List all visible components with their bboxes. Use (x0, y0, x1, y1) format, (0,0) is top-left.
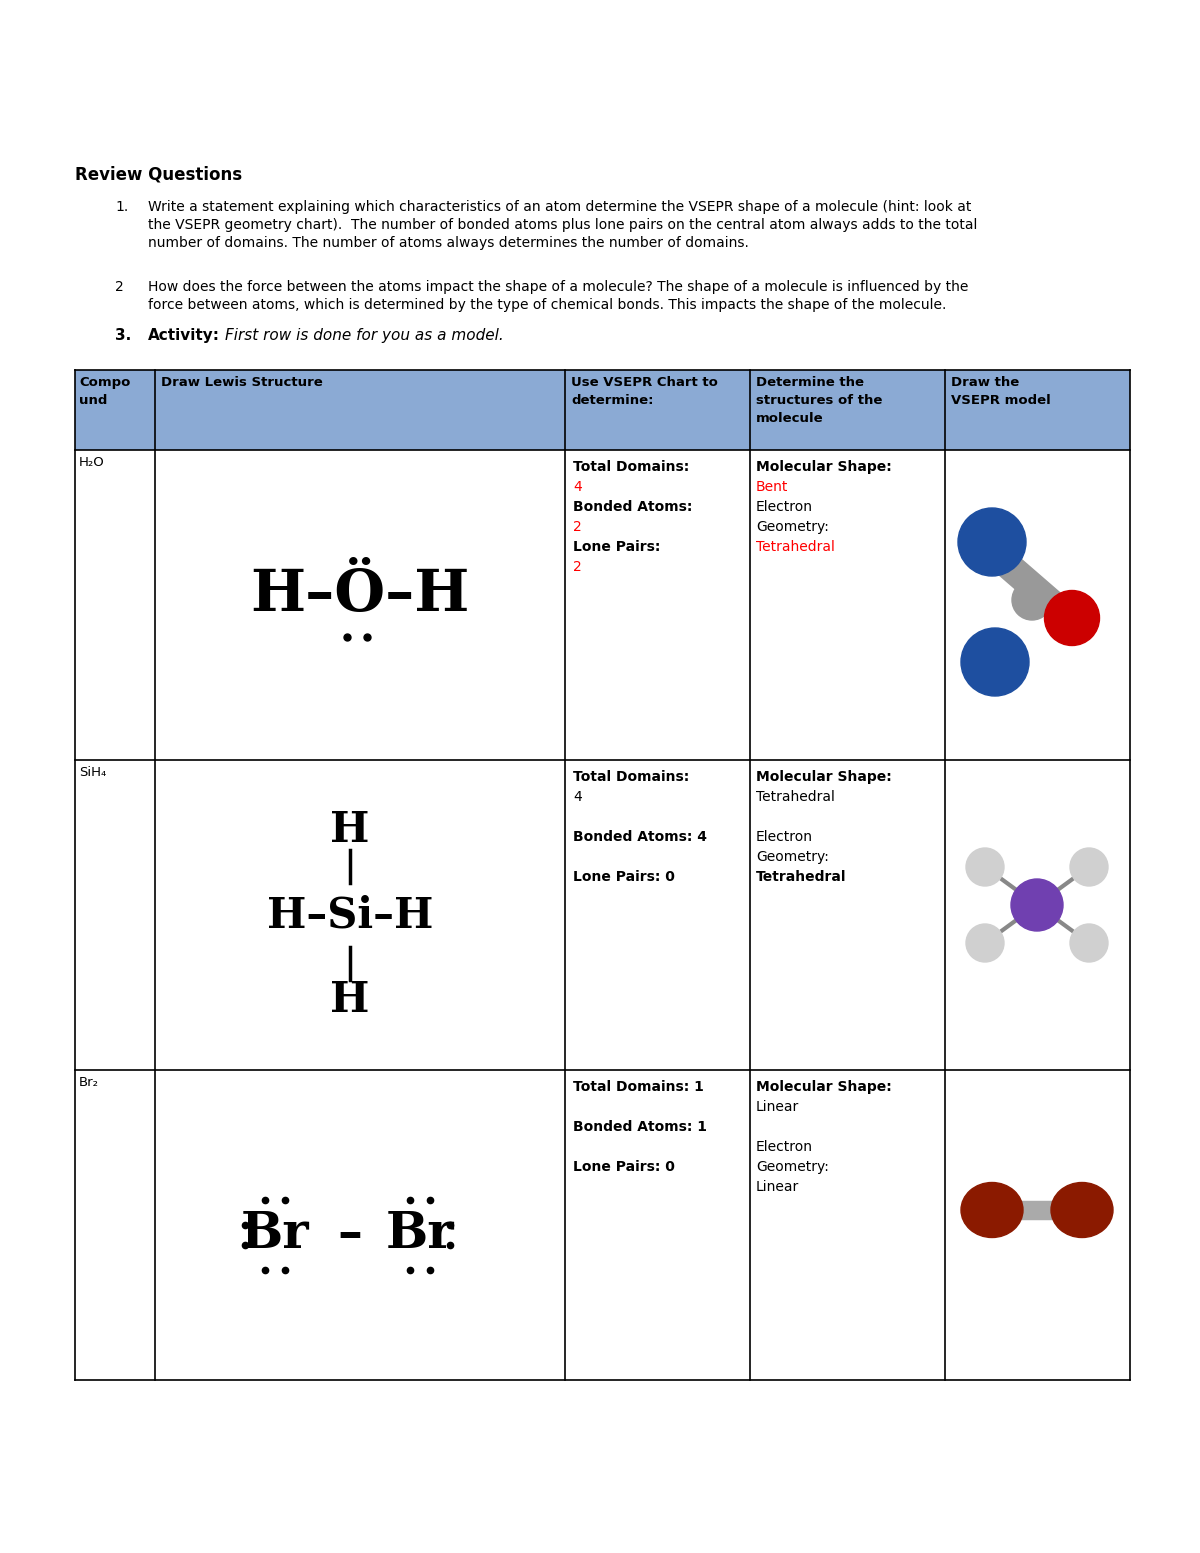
Text: Use VSEPR Chart to: Use VSEPR Chart to (571, 376, 718, 388)
Text: Linear: Linear (756, 1100, 799, 1114)
Text: Linear: Linear (756, 1180, 799, 1194)
Text: Lone Pairs: 0: Lone Pairs: 0 (574, 1160, 674, 1174)
Ellipse shape (966, 848, 1004, 887)
Text: Lone Pairs: 0: Lone Pairs: 0 (574, 870, 674, 884)
Text: number of domains. The number of atoms always determines the number of domains.: number of domains. The number of atoms a… (148, 236, 749, 250)
Text: H–Si–H: H–Si–H (266, 895, 433, 936)
Ellipse shape (1070, 848, 1108, 887)
Ellipse shape (1012, 579, 1052, 620)
Text: Bonded Atoms: 4: Bonded Atoms: 4 (574, 829, 707, 843)
Text: the VSEPR geometry chart).  The number of bonded atoms plus lone pairs on the ce: the VSEPR geometry chart). The number of… (148, 217, 977, 231)
Ellipse shape (1010, 879, 1063, 930)
Ellipse shape (961, 1182, 1022, 1238)
Text: Geometry:: Geometry: (756, 849, 829, 863)
Text: determine:: determine: (571, 394, 654, 407)
Text: Total Domains:: Total Domains: (574, 770, 689, 784)
Text: Electron: Electron (756, 500, 814, 514)
Text: Bonded Atoms: 1: Bonded Atoms: 1 (574, 1120, 707, 1134)
Text: structures of the: structures of the (756, 394, 882, 407)
Text: VSEPR model: VSEPR model (952, 394, 1051, 407)
Text: H₂O: H₂O (79, 457, 104, 469)
Text: 4: 4 (574, 790, 582, 804)
Ellipse shape (958, 508, 1026, 576)
Text: 4: 4 (574, 480, 582, 494)
Ellipse shape (1051, 1182, 1114, 1238)
Text: Write a statement explaining which characteristics of an atom determine the VSEP: Write a statement explaining which chara… (148, 200, 971, 214)
Ellipse shape (961, 627, 1030, 696)
Text: 2: 2 (574, 561, 582, 575)
Text: Determine the: Determine the (756, 376, 864, 388)
Text: 2: 2 (115, 280, 124, 294)
Text: Activity:: Activity: (148, 328, 220, 343)
Text: und: und (79, 394, 107, 407)
Text: Geometry:: Geometry: (756, 520, 829, 534)
Text: Total Domains:: Total Domains: (574, 460, 689, 474)
Text: Draw the: Draw the (952, 376, 1019, 388)
Text: SiH₄: SiH₄ (79, 766, 107, 780)
Text: Geometry:: Geometry: (756, 1160, 829, 1174)
Text: Tetrahedral: Tetrahedral (756, 790, 835, 804)
Text: Molecular Shape:: Molecular Shape: (756, 1079, 892, 1093)
Text: Tetrahedral: Tetrahedral (756, 870, 846, 884)
Text: molecule: molecule (756, 412, 823, 426)
Text: Draw Lewis Structure: Draw Lewis Structure (161, 376, 323, 388)
Text: Br₂: Br₂ (79, 1076, 98, 1089)
Text: Lone Pairs:: Lone Pairs: (574, 540, 660, 554)
Text: Bonded Atoms:: Bonded Atoms: (574, 500, 692, 514)
Text: –: – (337, 1210, 362, 1259)
Text: How does the force between the atoms impact the shape of a molecule? The shape o: How does the force between the atoms imp… (148, 280, 968, 294)
Text: H: H (330, 978, 370, 1020)
Text: Tetrahedral: Tetrahedral (756, 540, 835, 554)
Ellipse shape (1044, 590, 1099, 646)
Text: Bent: Bent (756, 480, 788, 494)
Text: 1.: 1. (115, 200, 128, 214)
Text: Br: Br (241, 1210, 310, 1259)
Text: Total Domains: 1: Total Domains: 1 (574, 1079, 704, 1093)
Text: H–Ö–H: H–Ö–H (251, 567, 469, 623)
Text: 2: 2 (574, 520, 582, 534)
Text: 3.: 3. (115, 328, 131, 343)
Text: First row is done for you as a model.: First row is done for you as a model. (226, 328, 504, 343)
Text: Br: Br (385, 1210, 455, 1259)
Text: Compo: Compo (79, 376, 131, 388)
Text: Molecular Shape:: Molecular Shape: (756, 460, 892, 474)
Text: Electron: Electron (756, 1140, 814, 1154)
Ellipse shape (1070, 924, 1108, 961)
Bar (74, 370, 1130, 450)
Text: Electron: Electron (756, 829, 814, 843)
Text: Review Questions: Review Questions (74, 165, 242, 183)
Text: force between atoms, which is determined by the type of chemical bonds. This imp: force between atoms, which is determined… (148, 298, 947, 312)
Text: H: H (330, 809, 370, 851)
Text: Molecular Shape:: Molecular Shape: (756, 770, 892, 784)
Ellipse shape (966, 924, 1004, 961)
